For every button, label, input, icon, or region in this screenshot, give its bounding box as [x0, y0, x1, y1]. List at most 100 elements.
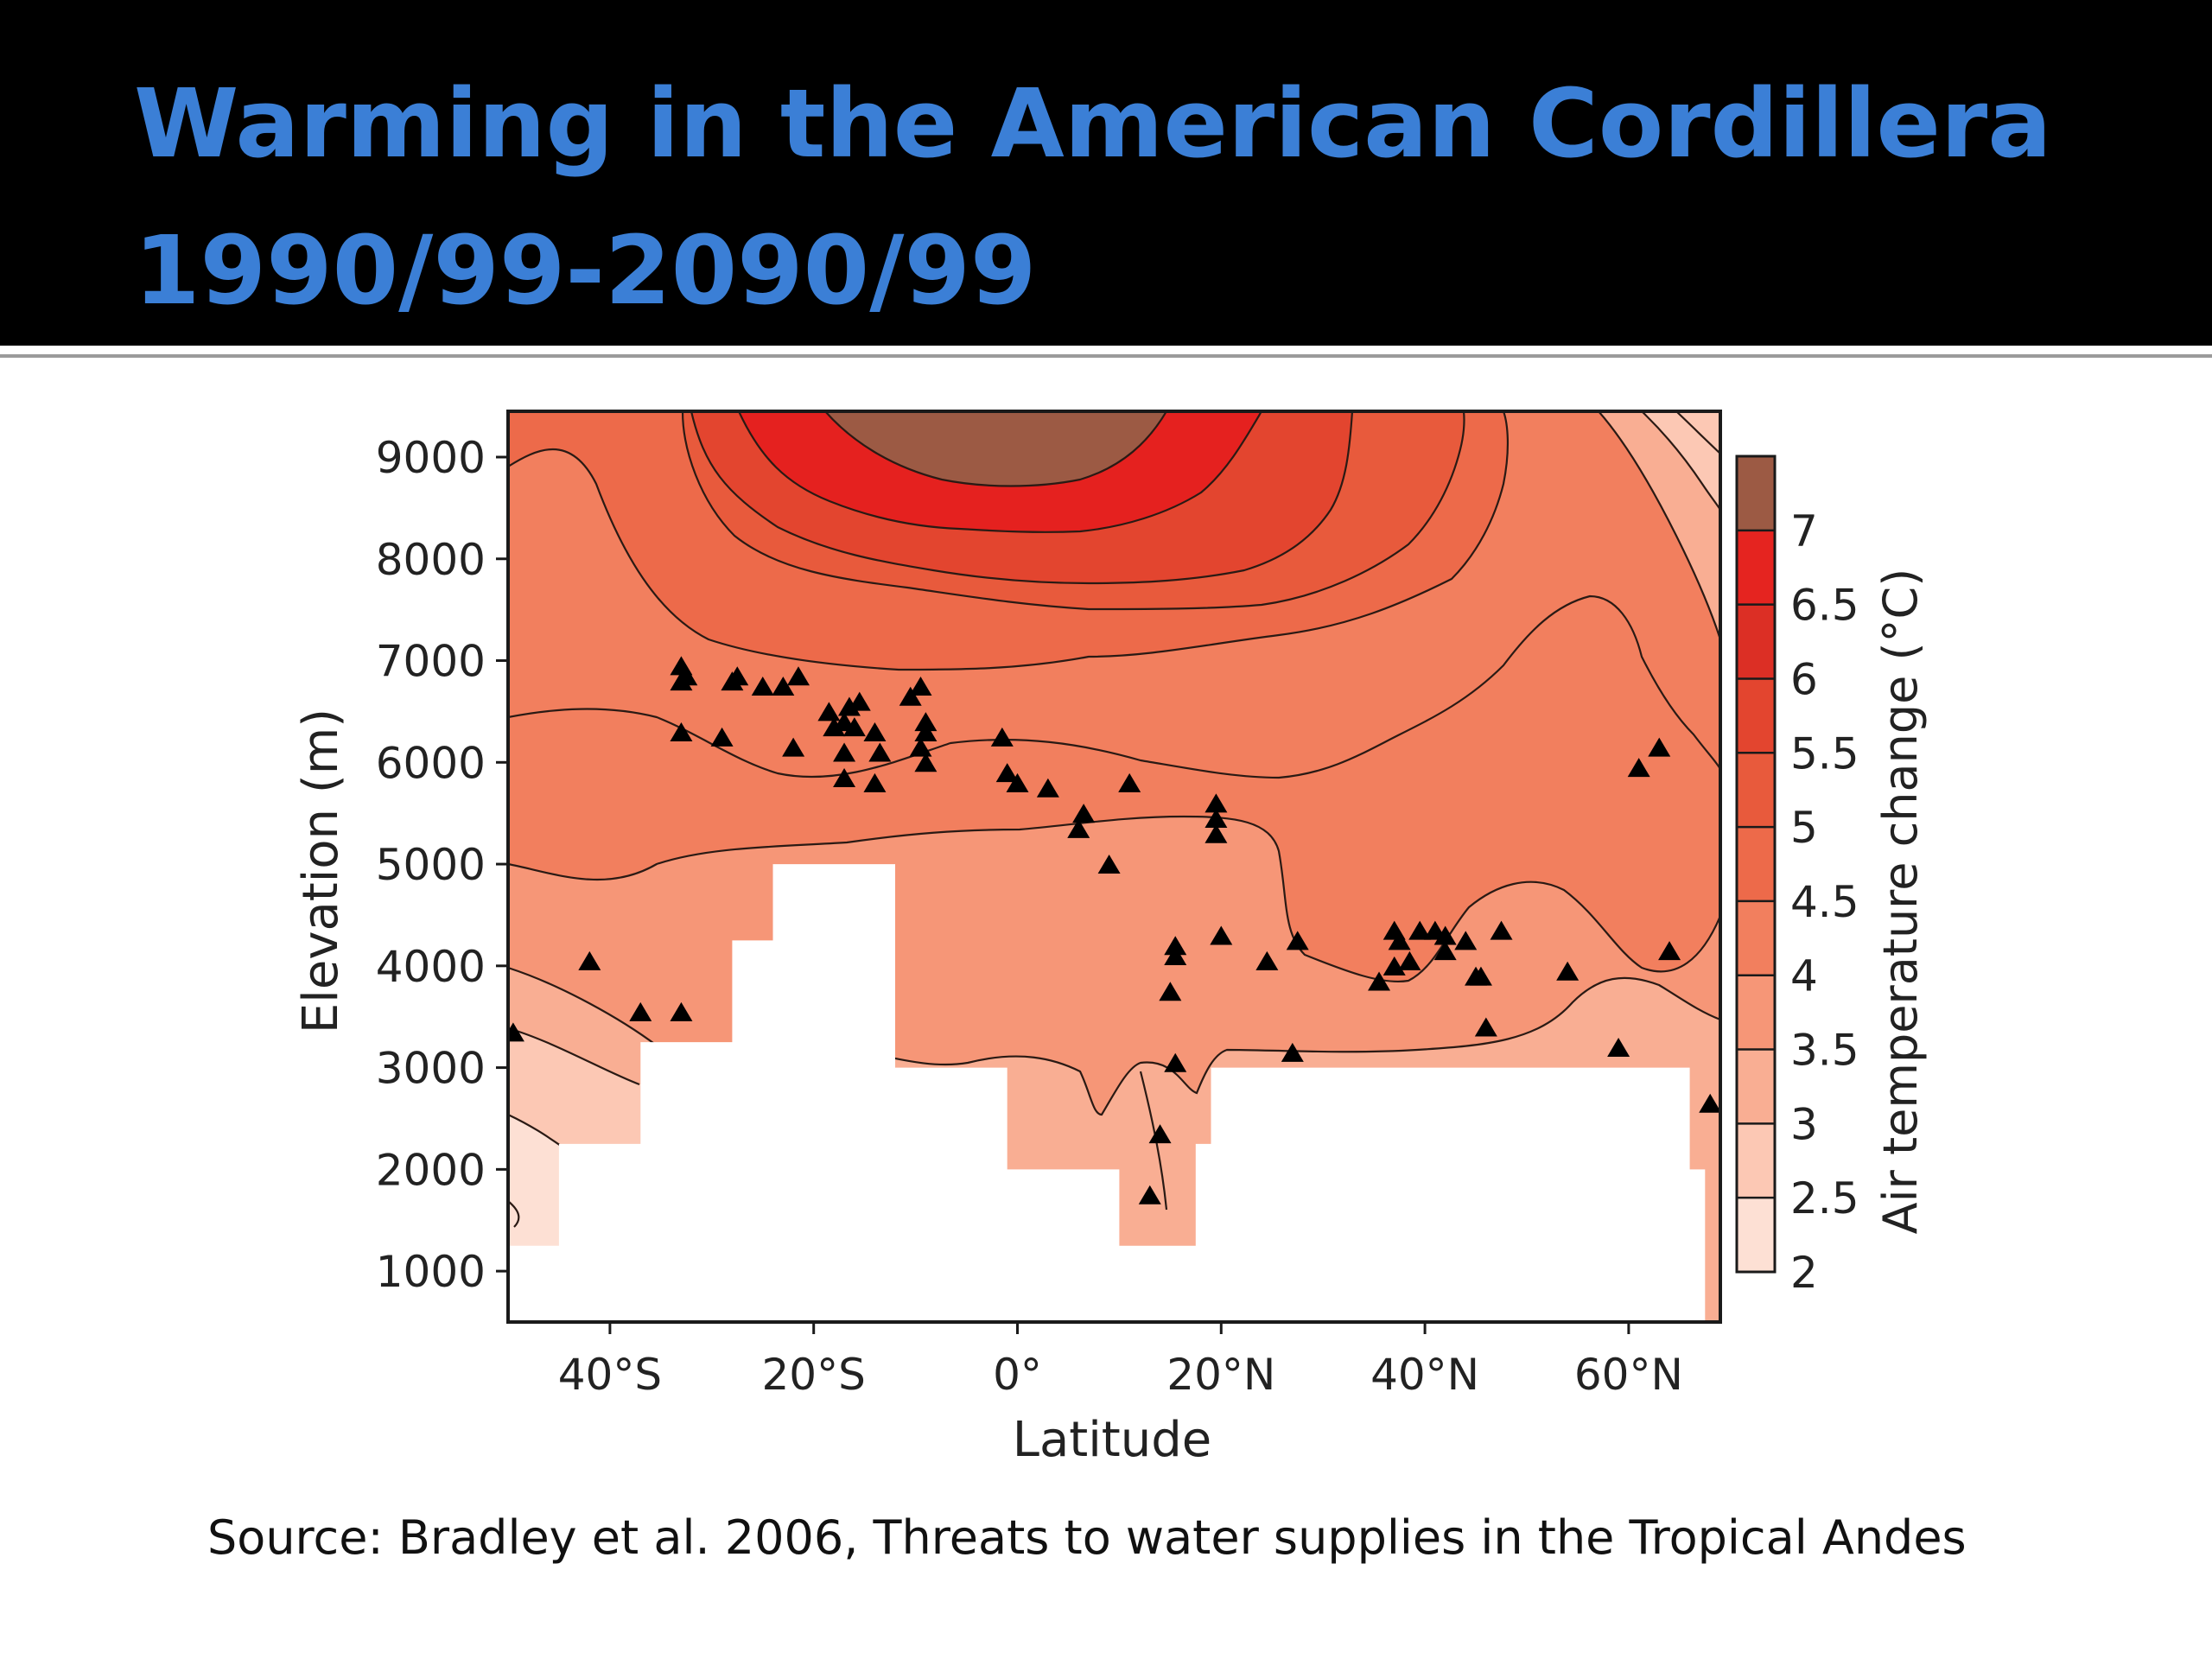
station-marker — [1205, 809, 1228, 829]
station-marker — [1205, 823, 1228, 843]
station-marker — [833, 742, 856, 762]
x-tick-label: 20°S — [762, 1350, 866, 1400]
colorbar: 7 6.5 6 5.5 5 4.5 4 3.5 3 2.5 2 — [1735, 454, 1859, 1298]
colorbar-swatch — [1737, 604, 1775, 679]
no-data-mask — [508, 864, 1706, 1322]
title-bar: Warming in the American Cordillera 1990/… — [0, 0, 2212, 346]
y-tick-label: 6000 — [376, 738, 486, 788]
station-marker — [578, 950, 601, 970]
x-tick-label: 40°N — [1370, 1350, 1479, 1400]
x-tick-label: 0° — [993, 1350, 1042, 1400]
station-marker — [914, 753, 938, 772]
source-citation: Source: Bradley et al. 2006, Threats to … — [207, 1510, 1967, 1565]
x-axis: 40°S 20°S 0° 20°N 40°N 60°N — [558, 1322, 1683, 1400]
x-tick-label: 60°N — [1574, 1350, 1683, 1400]
station-marker — [751, 676, 774, 696]
station-marker — [1607, 1038, 1630, 1058]
station-marker — [914, 712, 938, 732]
station-marker — [1368, 971, 1391, 991]
station-marker — [1658, 941, 1681, 961]
contour-band-core — [825, 411, 1166, 486]
y-tick-label: 2000 — [376, 1145, 486, 1195]
station-marker — [1388, 931, 1411, 950]
colorbar-swatch — [1737, 1049, 1775, 1124]
y-tick-label: 1000 — [376, 1247, 486, 1297]
station-marker — [1164, 936, 1187, 956]
station-marker — [1138, 1185, 1161, 1205]
station-marker — [842, 717, 866, 737]
station-marker — [1398, 950, 1421, 970]
colorbar-tick-label: 3 — [1790, 1099, 1818, 1149]
colorbar-tick-label: 3.5 — [1790, 1026, 1859, 1076]
station-markers — [508, 656, 1720, 1205]
colorbar-swatch — [1737, 678, 1775, 753]
station-marker — [909, 737, 932, 757]
station-marker — [995, 763, 1019, 783]
y-tick-label: 7000 — [376, 637, 486, 687]
station-marker — [772, 676, 795, 696]
station-marker — [868, 742, 892, 762]
station-marker — [1556, 961, 1580, 981]
station-marker — [670, 721, 693, 741]
station-marker — [1072, 804, 1096, 823]
x-axis-label: Latitude — [1013, 1412, 1211, 1468]
colorbar-tick-label: 2.5 — [1790, 1173, 1859, 1224]
station-marker — [914, 721, 938, 741]
colorbar-swatch — [1737, 975, 1775, 1050]
plot-frame — [506, 410, 1722, 1324]
station-marker — [817, 702, 841, 721]
station-marker — [1281, 1042, 1304, 1062]
station-marker — [1382, 956, 1406, 976]
slide-subtitle: 1990/99-2090/99 — [134, 215, 1037, 326]
station-marker — [1408, 920, 1432, 940]
colorbar-tick-label: 4 — [1790, 951, 1818, 1001]
colorbar-tick-label: 4.5 — [1790, 877, 1859, 927]
station-marker — [675, 666, 698, 686]
station-marker — [1627, 758, 1650, 778]
station-marker — [1067, 818, 1090, 838]
station-marker — [1474, 1017, 1497, 1037]
station-marker — [1164, 1052, 1187, 1072]
station-marker — [1097, 855, 1121, 874]
station-marker — [1255, 950, 1279, 970]
colorbar-swatch — [1737, 900, 1775, 976]
colorbar-tick-label: 7 — [1790, 506, 1818, 556]
station-marker — [1006, 772, 1029, 792]
station-marker — [1648, 737, 1671, 757]
station-marker — [837, 696, 861, 716]
station-marker — [899, 686, 922, 706]
y-axis: 1000 2000 3000 4000 5000 6000 7000 8000 9000 — [376, 433, 508, 1297]
station-marker — [787, 666, 810, 686]
station-marker — [863, 721, 887, 741]
station-marker — [1210, 925, 1233, 945]
colorbar-swatch — [1737, 753, 1775, 828]
station-marker — [1699, 1093, 1720, 1113]
colorbar-label: Air temperature change (°C) — [1873, 569, 1928, 1235]
station-marker — [1433, 925, 1457, 945]
station-marker — [1118, 772, 1141, 792]
colorbar-tick-label: 2 — [1790, 1248, 1818, 1298]
colorbar-swatch — [1737, 1198, 1775, 1272]
x-tick-label: 20°N — [1166, 1350, 1275, 1400]
colorbar-tick-label: 6.5 — [1790, 581, 1859, 631]
station-marker — [823, 717, 846, 737]
station-marker — [848, 691, 871, 711]
station-marker — [508, 1022, 524, 1042]
x-tick-label: 40°S — [558, 1350, 662, 1400]
y-tick-label: 5000 — [376, 840, 486, 890]
station-marker — [629, 1001, 652, 1021]
colorbar-swatch — [1737, 1123, 1775, 1198]
station-marker — [1036, 778, 1059, 798]
station-marker — [710, 727, 734, 747]
station-marker — [1454, 931, 1478, 950]
station-marker — [1205, 793, 1228, 813]
station-marker — [1469, 966, 1492, 986]
contour-band-north-cool — [1599, 411, 1720, 639]
station-marker — [1490, 920, 1513, 940]
y-axis-label: Elevation (m) — [293, 709, 349, 1033]
station-marker — [833, 767, 856, 787]
plot-area — [508, 411, 1720, 1322]
colorbar-tick-label: 5 — [1790, 803, 1818, 853]
slide-title: Warming in the American Cordillera — [134, 68, 2052, 179]
